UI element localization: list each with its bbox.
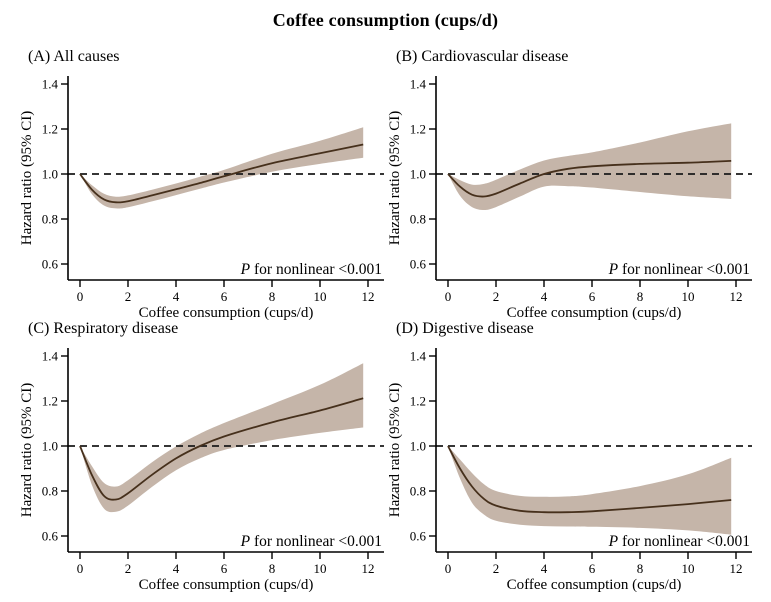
- x-tick-label: 6: [589, 289, 596, 304]
- y-tick-label: 1.4: [42, 77, 59, 92]
- p-nonlinear-annotation: P for nonlinear <0.001: [608, 261, 750, 278]
- y-axis-label: Hazard ratio (95% CI): [19, 383, 35, 518]
- y-axis-label: Hazard ratio (95% CI): [19, 111, 35, 246]
- x-tick-label: 2: [493, 289, 500, 304]
- x-tick-label: 10: [314, 561, 327, 576]
- x-axis-label: Coffee consumption (cups/d): [139, 577, 314, 592]
- x-tick-label: 0: [445, 561, 452, 576]
- panel-c-title: (C) Respiratory disease: [28, 320, 179, 337]
- x-axis-label: Coffee consumption (cups/d): [507, 577, 682, 592]
- x-tick-label: 10: [682, 561, 695, 576]
- x-tick-label: 12: [730, 561, 743, 576]
- panel-all-causes: (A) All causes 0.6 0.8 1.0 1.2 1.4 0 2 4 6 8 10 12 C…: [16, 46, 388, 320]
- y-tick-label: 1.0: [410, 167, 426, 182]
- panel-digestive-disease: (D) Digestive disease 0.6 0.8 1.0 1.2 1.4 0 2 4…: [384, 318, 756, 592]
- p-nonlinear-annotation: P for nonlinear <0.001: [240, 533, 382, 550]
- y-tick-label: 1.2: [42, 122, 58, 137]
- y-tick-label: 0.8: [410, 484, 426, 499]
- x-tick-label: 4: [173, 289, 180, 304]
- confidence-band: [80, 127, 364, 209]
- y-tick-label: 1.4: [410, 77, 427, 92]
- x-tick-label: 10: [682, 289, 695, 304]
- chart-all-causes: 0.6 0.8 1.0 1.2 1.4 0 2 4 6 8 10 12 Coffee consumpti…: [19, 76, 384, 320]
- hazard-ratio-curve: [79, 397, 364, 501]
- x-tick-label: 6: [589, 561, 596, 576]
- x-tick-label: 6: [221, 561, 228, 576]
- y-tick-label: 1.0: [42, 439, 58, 454]
- y-tick-label: 0.8: [42, 212, 58, 227]
- y-tick-label: 1.2: [410, 394, 426, 409]
- p-nonlinear-annotation: P for nonlinear <0.001: [240, 261, 382, 278]
- x-tick-label: 12: [730, 289, 743, 304]
- panel-a-title: (A) All causes: [28, 48, 120, 65]
- x-tick-label: 4: [541, 289, 548, 304]
- x-tick-label: 8: [637, 289, 644, 304]
- panel-b-title: (B) Cardiovascular disease: [396, 48, 569, 65]
- y-tick-label: 0.8: [42, 484, 58, 499]
- y-tick-label: 1.4: [42, 349, 59, 364]
- confidence-band: [448, 446, 732, 535]
- x-axis-label: Coffee consumption (cups/d): [507, 305, 682, 320]
- panel-cardiovascular-disease: (B) Cardiovascular disease 0.6 0.8 1.0 1.2 1…: [384, 46, 756, 320]
- y-tick-label: 0.6: [42, 529, 59, 544]
- y-tick-label: 1.0: [410, 439, 426, 454]
- x-tick-label: 8: [269, 289, 276, 304]
- x-tick-label: 0: [445, 289, 452, 304]
- x-tick-label: 6: [221, 289, 228, 304]
- y-tick-label: 0.6: [42, 257, 59, 272]
- chart-cardiovascular-disease: 0.6 0.8 1.0 1.2 1.4 0 2 4 6 8 10 12 Coffee consumpti…: [387, 76, 752, 320]
- chart-respiratory-disease: 0.6 0.8 1.0 1.2 1.4 0 2 4 6 8 10 12 Coffee consumpti…: [19, 348, 384, 592]
- x-tick-label: 2: [493, 561, 500, 576]
- hazard-ratio-curve: [79, 143, 364, 204]
- panel-respiratory-disease: (C) Respiratory disease 0.6 0.8 1.0 1.2 1.4 0…: [16, 318, 388, 592]
- x-tick-label: 0: [77, 561, 84, 576]
- x-tick-label: 10: [314, 289, 327, 304]
- y-tick-label: 0.6: [410, 257, 427, 272]
- y-tick-label: 0.6: [410, 529, 427, 544]
- x-tick-label: 8: [269, 561, 276, 576]
- x-tick-label: 12: [362, 289, 375, 304]
- y-axis-label: Hazard ratio (95% CI): [387, 383, 403, 518]
- hazard-ratio-curve: [447, 445, 732, 514]
- x-tick-label: 8: [637, 561, 644, 576]
- p-nonlinear-annotation: P for nonlinear <0.001: [608, 533, 750, 550]
- x-tick-label: 4: [541, 561, 548, 576]
- y-tick-label: 1.2: [42, 394, 58, 409]
- x-tick-label: 2: [125, 289, 132, 304]
- hazard-ratio-curve: [447, 160, 732, 198]
- figure-title: Coffee consumption (cups/d): [272, 10, 499, 30]
- panel-d-title: (D) Digestive disease: [396, 320, 534, 337]
- y-tick-label: 1.4: [410, 349, 427, 364]
- x-axis-label: Coffee consumption (cups/d): [139, 305, 314, 320]
- x-tick-label: 4: [173, 561, 180, 576]
- x-tick-label: 12: [362, 561, 375, 576]
- y-tick-label: 1.2: [410, 122, 426, 137]
- x-tick-label: 2: [125, 561, 132, 576]
- x-tick-label: 0: [77, 289, 84, 304]
- chart-digestive-disease: 0.6 0.8 1.0 1.2 1.4 0 2 4 6 8 10 12 Coffee consumpti…: [387, 348, 752, 592]
- y-tick-label: 1.0: [42, 167, 58, 182]
- y-tick-label: 0.8: [410, 212, 426, 227]
- y-axis-label: Hazard ratio (95% CI): [387, 111, 403, 246]
